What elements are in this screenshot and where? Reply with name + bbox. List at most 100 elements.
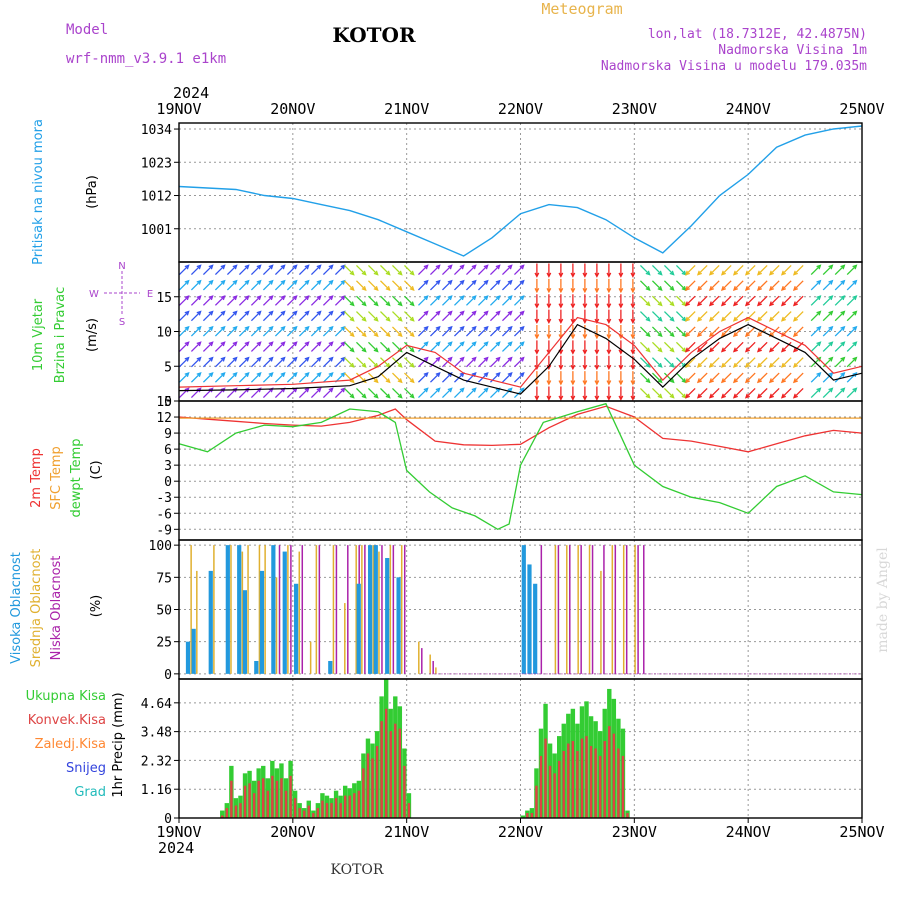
wind-arrow [380, 387, 391, 399]
low-cloud-bar [318, 545, 321, 674]
wind-arrow [685, 326, 696, 337]
wind-arrow-head [507, 279, 513, 285]
wind-arrow-head [669, 285, 675, 291]
conv-precip-bar [234, 805, 238, 818]
wind-arrow [344, 341, 355, 352]
wind-arrow [489, 295, 501, 306]
wind-arrow [769, 280, 780, 291]
wind-arrow-head [657, 362, 663, 368]
wind-arrow [697, 357, 708, 368]
wind-arrow-head [657, 393, 663, 399]
wind-arrow-head [669, 332, 675, 338]
wind-arrow-head [459, 325, 465, 331]
conv-precip-bar [589, 746, 593, 818]
wind-arrow-head [232, 325, 238, 331]
low-cloud-bar [381, 545, 383, 674]
wind-arrow-head [483, 264, 489, 270]
wind-arrow [274, 387, 286, 399]
wind-arrow-head [744, 362, 750, 368]
wind-arrow-head [349, 316, 355, 322]
wind-arrow-head [328, 372, 334, 378]
wind-arrow [214, 295, 226, 306]
wind-arrow-head [696, 362, 702, 368]
wind-arrow [429, 357, 441, 368]
wind-arrow [489, 341, 501, 352]
wind-arrow-head [756, 285, 762, 291]
wind-arrow-head [435, 264, 441, 270]
wind-arrow-head [328, 356, 334, 362]
wind-arrow-head [483, 310, 489, 316]
wind-arrow [298, 387, 310, 399]
wind-arrow-head [349, 378, 355, 384]
wind-arrow [846, 280, 857, 291]
wind-arrow-head [696, 347, 702, 353]
wind-arrow-head [645, 393, 651, 399]
wind-arrow [202, 264, 214, 276]
wind-arrow-head [684, 285, 690, 291]
wind-arrow [651, 326, 663, 337]
wind-arrow [822, 357, 833, 368]
conv-precip-bar [530, 813, 534, 818]
wind-arrow-head [373, 332, 379, 338]
wind-arrow-head [570, 272, 576, 278]
wind-arrow [344, 295, 355, 306]
wind-arrow-head [385, 285, 391, 291]
wind-arrow-head [558, 272, 564, 278]
wind-arrow [834, 387, 845, 399]
wind-arrow-head [792, 347, 798, 353]
wind-arrow-head [684, 301, 690, 307]
high-cloud-bar [254, 660, 259, 674]
wind-arrow-head [780, 378, 786, 384]
wind-arrow-head [852, 387, 858, 393]
wind-arrow-head [220, 341, 226, 347]
wind-arrow [368, 341, 379, 352]
wind-arrow-head [232, 387, 238, 393]
wind-arrow-head [220, 356, 226, 362]
wind-arrow-head [495, 341, 501, 347]
wind-arrow-head [558, 303, 564, 309]
wind-arrow-head [708, 270, 714, 276]
wind-arrow-head [546, 303, 552, 309]
wind-arrow-head [780, 285, 786, 291]
wind-arrow [286, 326, 298, 337]
wind-arrow-head [630, 318, 636, 325]
y-tick-label: 1.16 [141, 783, 172, 798]
wind-arrow-head [852, 341, 858, 347]
wind-arrow-head [409, 347, 415, 353]
wind-arrow [453, 295, 465, 306]
wind-arrow [429, 372, 441, 383]
wind-arrow-head [669, 301, 675, 307]
wind-arrow [745, 295, 756, 306]
wind-arrow [733, 387, 744, 399]
wind-arrow-head [828, 325, 834, 331]
wind-arrow-head [732, 332, 738, 338]
wind-arrow [733, 357, 744, 368]
wind-arrow [404, 264, 415, 276]
cloud-axis-title: Visoka Oblacnost [9, 552, 24, 664]
wind-arrow [709, 311, 720, 322]
wind-arrow-head [361, 316, 367, 322]
wind-arrow [685, 387, 696, 399]
wind-arrow-head [507, 341, 513, 347]
wind-arrow-head [669, 316, 675, 322]
wind-arrow-head [684, 332, 690, 338]
mid-cloud-bar [418, 641, 420, 674]
conv-precip-bar [553, 773, 556, 818]
wind-arrow [344, 326, 355, 337]
wind-arrow-head [684, 316, 690, 322]
wind-arrow [274, 326, 286, 337]
wind-arrow-head [328, 279, 334, 285]
wind-arrow [769, 357, 780, 368]
conv-precip-bar [366, 753, 370, 818]
wind-arrow [178, 372, 190, 383]
wind-arrow-head [546, 288, 552, 294]
wind-arrow-head [828, 279, 834, 285]
wind-arrow [489, 311, 501, 322]
wind-arrow-head [519, 356, 525, 362]
wind-arrow [392, 357, 403, 368]
wind-arrow [663, 280, 675, 291]
wind-arrow [310, 295, 322, 306]
wind-arrow-head [292, 279, 298, 285]
conv-precip-bar [603, 741, 606, 818]
wind-arrow [238, 311, 250, 322]
